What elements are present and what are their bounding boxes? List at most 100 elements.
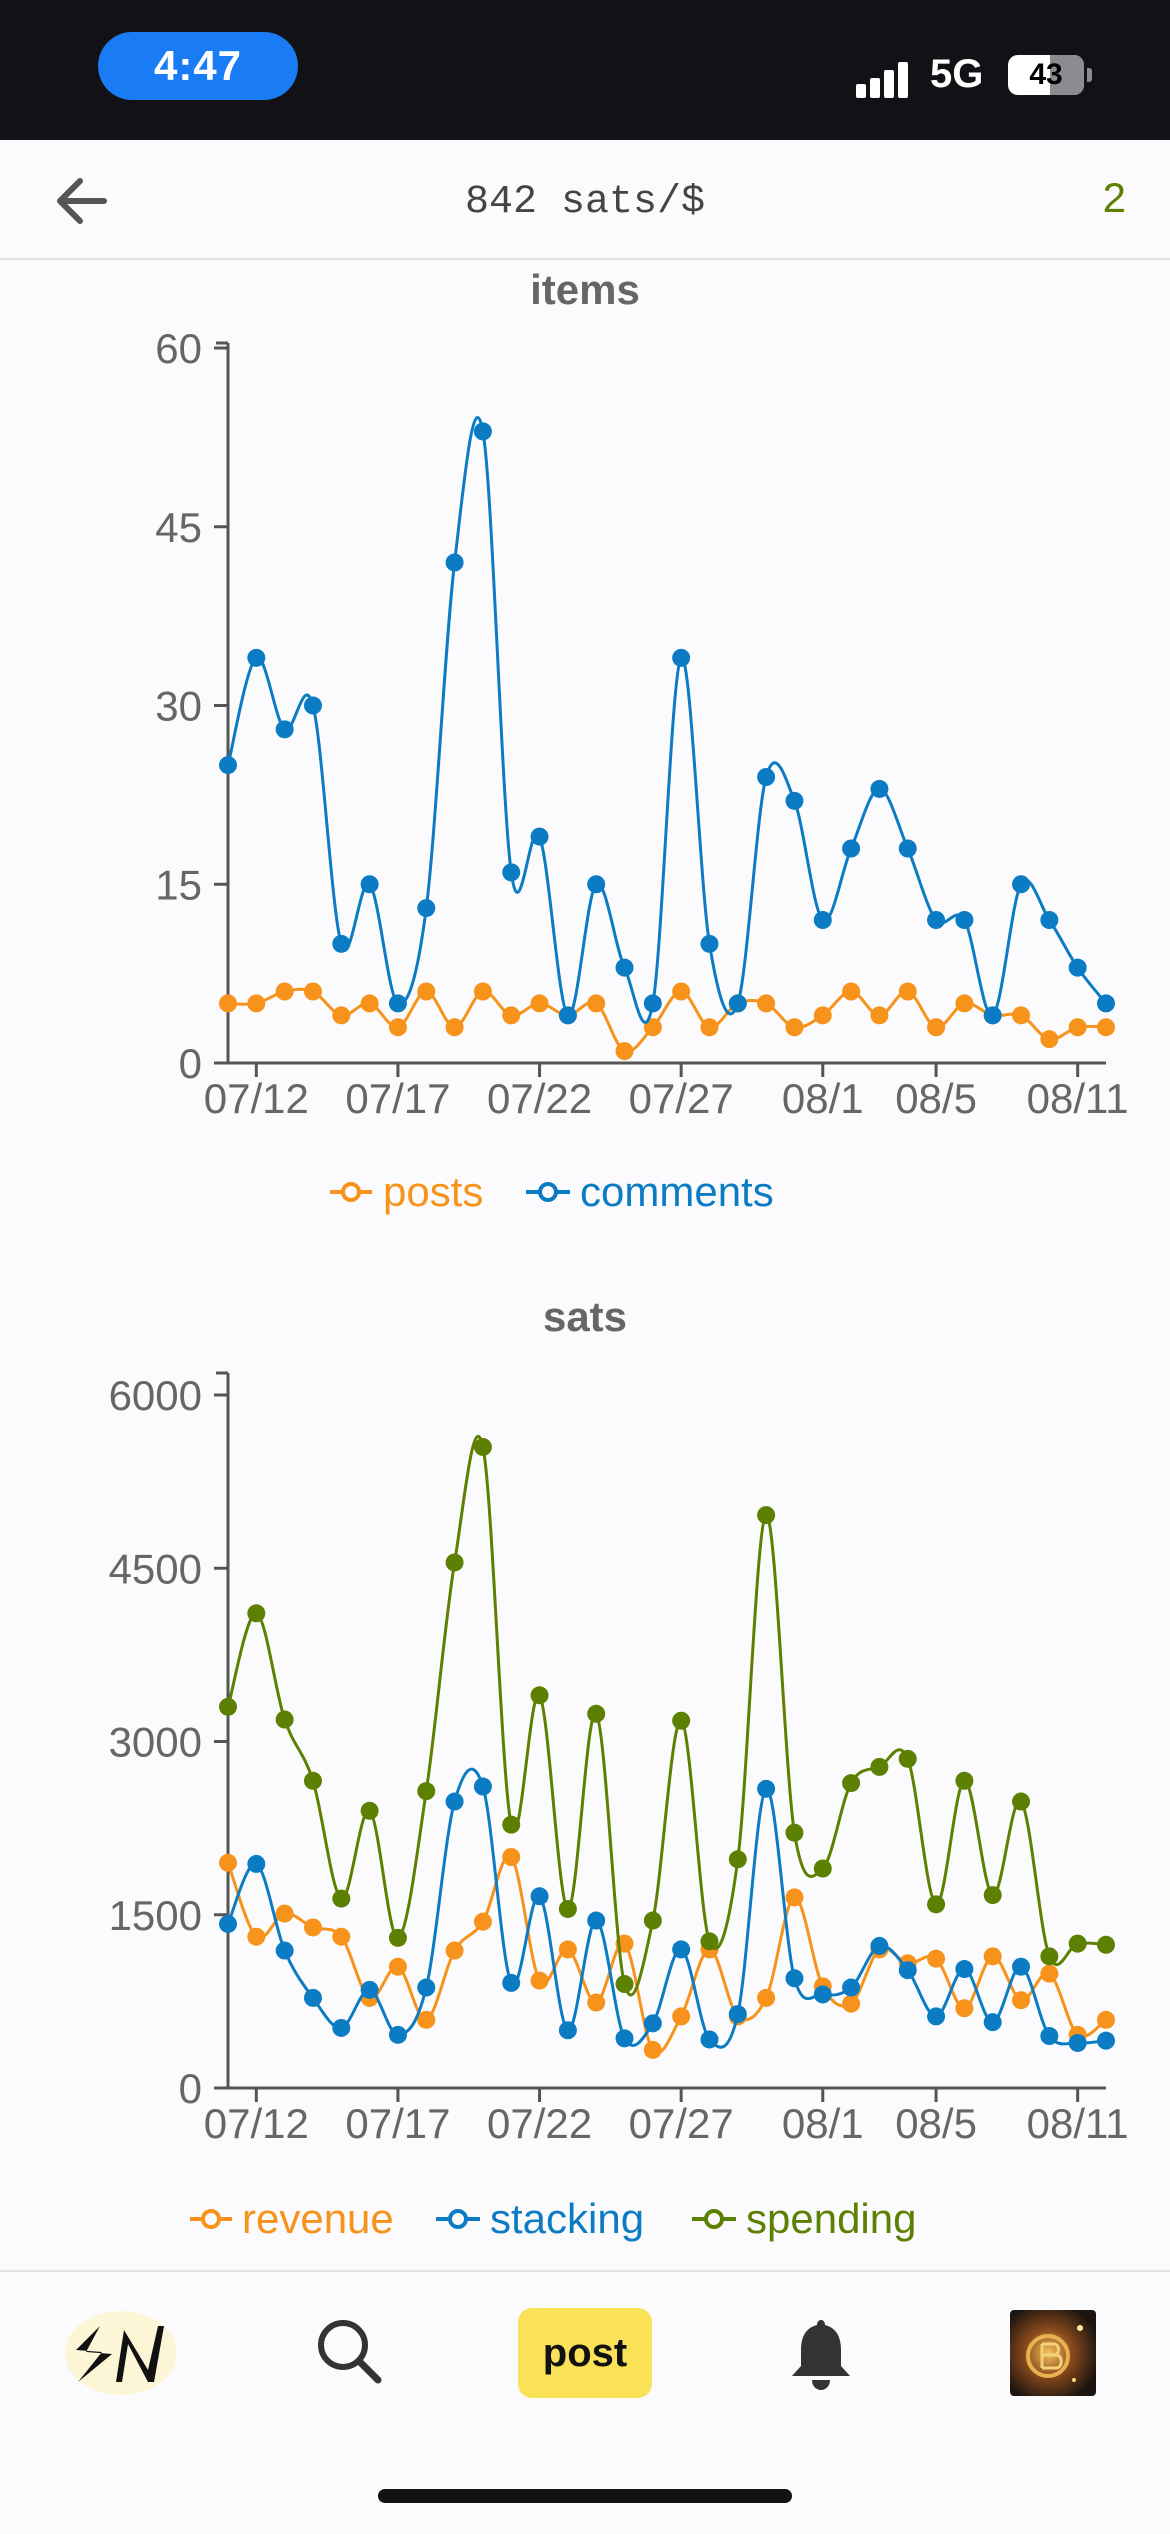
data-point-revenue <box>332 1927 351 1946</box>
data-point-comments <box>700 934 719 953</box>
data-point-revenue <box>643 2040 662 2059</box>
legend-label-posts: posts <box>383 1168 483 1215</box>
legend-item-stacking[interactable]: stacking <box>436 2195 644 2242</box>
data-point-comments <box>672 648 691 667</box>
y-tick-label: 60 <box>155 325 202 372</box>
data-point-spending <box>898 1749 917 1768</box>
data-point-posts <box>275 982 294 1001</box>
legend-item-revenue[interactable]: revenue <box>190 2195 394 2242</box>
data-point-posts <box>870 1006 889 1025</box>
x-tick-label: 08/1 <box>782 2100 864 2147</box>
data-point-comments <box>587 875 606 894</box>
data-point-posts <box>700 1018 719 1037</box>
data-point-spending <box>558 1899 577 1918</box>
x-tick-label: 07/27 <box>629 1075 734 1122</box>
data-point-spending <box>785 1823 804 1842</box>
data-point-stacking <box>445 1792 464 1811</box>
data-point-revenue <box>927 1949 946 1968</box>
data-point-spending <box>728 1850 747 1869</box>
data-point-stacking <box>870 1936 889 1955</box>
back-arrow-icon[interactable] <box>48 166 118 236</box>
data-point-posts <box>1068 1018 1087 1037</box>
user-avatar[interactable] <box>1010 2310 1096 2396</box>
status-bar: 4:47 5G 43 <box>0 0 1170 140</box>
notification-bell-icon[interactable] <box>788 2316 854 2392</box>
data-point-posts <box>672 982 691 1001</box>
y-tick-label: 4500 <box>109 1545 202 1592</box>
sn-logo-icon[interactable] <box>62 2308 180 2398</box>
battery-icon: 43 <box>1008 55 1084 95</box>
data-point-spending <box>700 1932 719 1951</box>
data-point-spending <box>530 1686 549 1705</box>
data-point-revenue <box>672 2007 691 2026</box>
data-point-revenue <box>445 1941 464 1960</box>
data-point-revenue <box>1012 1991 1031 2010</box>
data-point-comments <box>1040 911 1059 929</box>
y-tick-label: 6000 <box>109 1372 202 1419</box>
data-point-revenue <box>1097 2010 1115 2029</box>
data-point-revenue <box>983 1947 1002 1966</box>
legend-item-posts[interactable]: posts <box>330 1168 483 1215</box>
legend-label-revenue: revenue <box>242 2195 394 2242</box>
data-point-stacking <box>955 1960 974 1979</box>
y-tick-label: 30 <box>155 683 202 730</box>
data-point-revenue <box>842 1994 861 2013</box>
data-point-comments <box>842 839 861 858</box>
data-point-comments <box>927 911 946 929</box>
home-indicator <box>378 2489 792 2503</box>
data-point-posts <box>388 1018 407 1037</box>
data-point-spending <box>1097 1935 1115 1954</box>
data-point-stacking <box>842 1978 861 1997</box>
data-point-posts <box>1040 1030 1059 1049</box>
block-count[interactable]: 2 <box>1102 174 1126 221</box>
data-point-posts <box>927 1018 946 1037</box>
x-tick-label: 07/12 <box>204 1075 309 1122</box>
status-time: 4:47 <box>98 32 298 100</box>
top-nav: 842 sats/$ 2 <box>0 140 1170 260</box>
data-point-posts <box>303 982 322 1001</box>
data-point-revenue <box>530 1971 549 1990</box>
series-line-spending <box>226 1435 1107 1997</box>
data-point-comments <box>417 899 436 918</box>
data-point-posts <box>1097 1018 1115 1037</box>
data-point-comments <box>247 648 266 667</box>
data-point-comments <box>360 875 379 894</box>
legend-item-spending[interactable]: spending <box>692 2195 916 2242</box>
post-button[interactable]: post <box>518 2308 652 2398</box>
data-point-comments <box>898 839 917 858</box>
x-tick-label: 08/5 <box>895 2100 977 2147</box>
data-point-stacking <box>643 2014 662 2033</box>
data-point-spending <box>417 1782 436 1801</box>
data-point-posts <box>417 982 436 1001</box>
data-point-stacking <box>388 2025 407 2044</box>
data-point-comments <box>502 863 521 882</box>
data-point-spending <box>955 1771 974 1790</box>
y-tick-label: 3000 <box>109 1719 202 1766</box>
data-point-posts <box>785 1018 804 1037</box>
legend-label-comments: comments <box>580 1168 774 1215</box>
data-point-comments <box>1068 958 1087 977</box>
data-point-comments <box>615 958 634 977</box>
battery-level: 43 <box>1029 58 1063 91</box>
search-icon[interactable] <box>312 2314 386 2388</box>
data-point-posts <box>587 994 606 1013</box>
data-point-comments <box>643 994 662 1013</box>
data-point-posts <box>1012 1006 1031 1025</box>
data-point-spending <box>587 1704 606 1723</box>
data-point-stacking <box>1068 2033 1087 2052</box>
price-ticker[interactable]: 842 sats/$ <box>464 180 706 225</box>
data-point-comments <box>757 768 776 786</box>
data-point-stacking <box>672 1940 691 1959</box>
data-point-posts <box>813 1006 832 1025</box>
x-tick-label: 07/22 <box>487 1075 592 1122</box>
y-tick-label: 0 <box>179 1040 202 1087</box>
data-point-posts <box>643 1018 662 1037</box>
legend-item-comments[interactable]: comments <box>526 1168 774 1215</box>
data-point-stacking <box>615 2029 634 2048</box>
data-point-posts <box>955 994 974 1013</box>
data-point-posts <box>502 1006 521 1025</box>
chart-title: sats <box>543 1293 627 1340</box>
data-point-posts <box>842 982 861 1001</box>
y-tick-label: 45 <box>155 504 202 551</box>
data-point-spending <box>502 1815 521 1834</box>
